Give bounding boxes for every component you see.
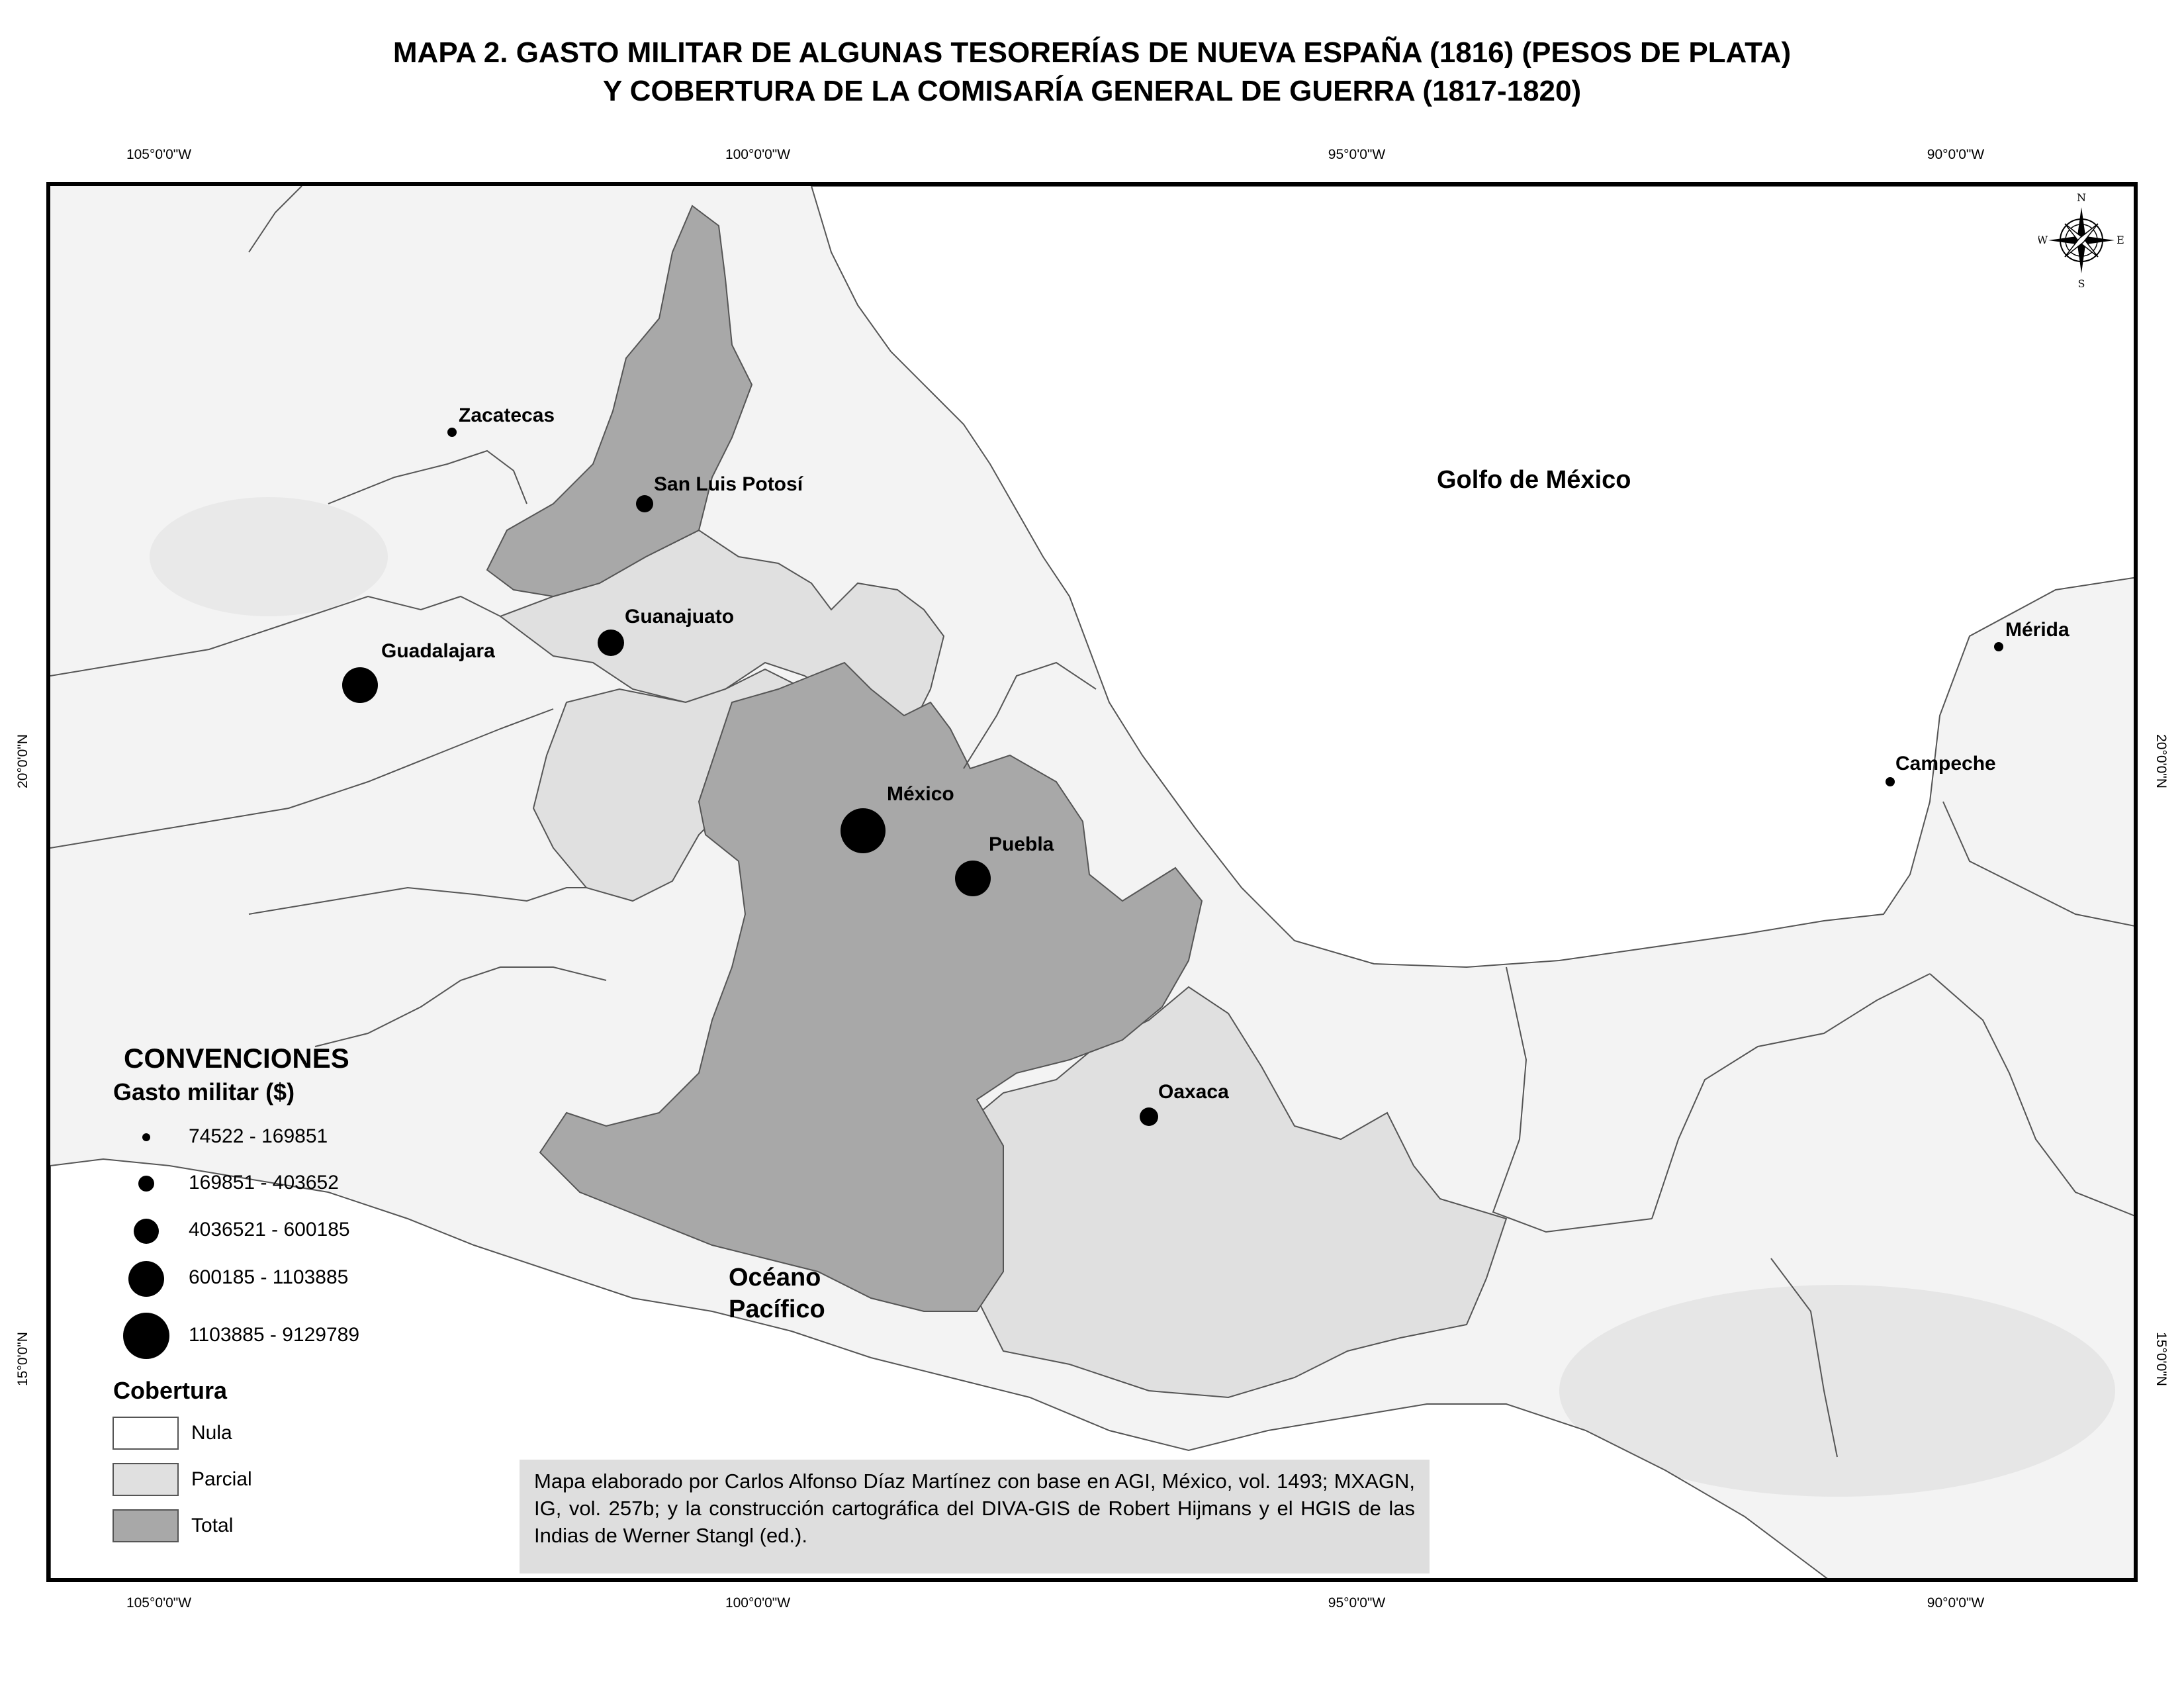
compass-label-s: S: [2078, 277, 2085, 290]
city-label-mexico: México: [887, 783, 954, 805]
spending-dot-merida[interactable]: [1994, 642, 2003, 651]
compass-label-w: W: [2038, 234, 2048, 246]
legend-symbol-class-3: [134, 1219, 159, 1244]
lat-label-15-right: 15°0'0"N: [2154, 1332, 2169, 1386]
legend-label-class-4: 600185 - 1103885: [189, 1266, 349, 1288]
sea-label-pacific-line-2: Pacífico: [729, 1295, 825, 1323]
boundary-line: [1770, 1258, 1838, 1458]
legend-symbol-class-1: [142, 1133, 150, 1141]
city-label-guanajuato: Guanajuato: [625, 606, 735, 628]
legend-swatch-nula: [113, 1417, 179, 1450]
legend-label-class-3: 4036521 - 600185: [189, 1219, 350, 1241]
internal-boundaries: [50, 186, 2134, 1458]
map-legend: CONVENCIONES Gasto militar ($) 74522 - 1…: [109, 1043, 480, 1559]
lon-label-95-bottom: 95°0'0"W: [1328, 1595, 1386, 1611]
boundary-line: [963, 661, 1097, 769]
legend-symbol-class-2: [138, 1176, 154, 1192]
lon-label-105-top: 105°0'0"W: [126, 147, 192, 162]
legend-heading: CONVENCIONES: [124, 1043, 349, 1074]
compass-label-n: N: [2077, 191, 2086, 204]
boundary-line: [1929, 973, 2134, 1217]
lat-label-15-left: 15°0'0"N: [15, 1332, 30, 1386]
legend-swatch-total: [113, 1509, 179, 1542]
relief-shade: [1559, 1285, 2115, 1497]
city-label-zacatecas: Zacatecas: [459, 404, 555, 426]
map-title-line-1: MAPA 2. GASTO MILITAR DE ALGUNAS TESORER…: [392, 36, 1792, 69]
relief-shade: [150, 497, 388, 616]
boundary-line: [1942, 801, 2134, 927]
city-label-san-luis-potosi: San Luis Potosí: [654, 473, 803, 495]
region-total-mexico-puebla: [539, 661, 1203, 1312]
boundary-line: [314, 966, 607, 1047]
city-label-merida: Mérida: [2005, 619, 2070, 641]
spending-dot-guanajuato[interactable]: [598, 630, 624, 656]
lon-label-95-top: 95°0'0"W: [1328, 147, 1386, 162]
legend-label-parcial: Parcial: [191, 1468, 252, 1490]
boundary-line: [1651, 973, 1931, 1219]
lon-label-90-bottom: 90°0'0"W: [1927, 1595, 1985, 1611]
spending-dot-campeche[interactable]: [1886, 777, 1895, 786]
legend-swatch-parcial: [113, 1463, 179, 1496]
boundary-line: [1492, 966, 1653, 1233]
map-title-line-2: Y COBERTURA DE LA COMISARÍA GENERAL DE G…: [602, 75, 1582, 107]
legend-label-class-2: 169851 - 403652: [189, 1172, 339, 1194]
lat-label-20-left: 20°0'0"N: [15, 734, 30, 788]
compass-rose-icon: N S E W: [2038, 191, 2124, 290]
legend-label-nula: Nula: [191, 1422, 232, 1444]
compass-label-e: E: [2116, 234, 2124, 246]
city-label-puebla: Puebla: [989, 833, 1054, 855]
legend-symbol-class-5: [123, 1313, 169, 1359]
boundary-line: [248, 186, 302, 253]
legend-label-class-1: 74522 - 169851: [189, 1125, 328, 1147]
boundary-line: [50, 595, 501, 677]
legend-gasto-title: Gasto militar ($): [113, 1078, 295, 1105]
legend-label-total: Total: [191, 1515, 234, 1536]
spending-dot-mexico[interactable]: [841, 808, 886, 853]
spending-dot-oaxaca[interactable]: [1140, 1107, 1158, 1126]
spending-dot-zacatecas[interactable]: [447, 428, 457, 437]
region-total-north: [486, 205, 753, 598]
legend-cobertura-title: Cobertura: [113, 1377, 228, 1404]
city-label-campeche: Campeche: [1895, 753, 1996, 774]
sea-label-gulf: Golfo de México: [1437, 466, 1631, 494]
lon-label-105-bottom: 105°0'0"W: [126, 1595, 192, 1611]
city-label-guadalajara: Guadalajara: [381, 640, 495, 662]
gulf-of-mexico-water: [810, 186, 2134, 968]
lon-label-90-top: 90°0'0"W: [1927, 147, 1985, 162]
boundary-line: [328, 449, 527, 504]
lon-label-100-top: 100°0'0"W: [725, 147, 791, 162]
city-label-oaxaca: Oaxaca: [1158, 1081, 1229, 1103]
legend-symbol-class-4: [128, 1261, 164, 1297]
spending-dot-puebla[interactable]: [955, 861, 991, 896]
spending-dot-guadalajara[interactable]: [342, 667, 378, 703]
spending-dot-san-luis-potosi[interactable]: [636, 495, 653, 512]
lat-label-20-right: 20°0'0"N: [2154, 734, 2169, 788]
region-parcial-oaxaca: [962, 986, 1508, 1399]
boundary-line: [248, 886, 586, 915]
boundary-line: [50, 708, 554, 849]
lon-label-100-bottom: 100°0'0"W: [725, 1595, 791, 1611]
map-credit-note: Mapa elaborado por Carlos Alfonso Díaz M…: [520, 1460, 1430, 1573]
sea-label-pacific-line-1: Océano: [729, 1264, 821, 1291]
legend-label-class-5: 1103885 - 9129789: [189, 1324, 360, 1346]
